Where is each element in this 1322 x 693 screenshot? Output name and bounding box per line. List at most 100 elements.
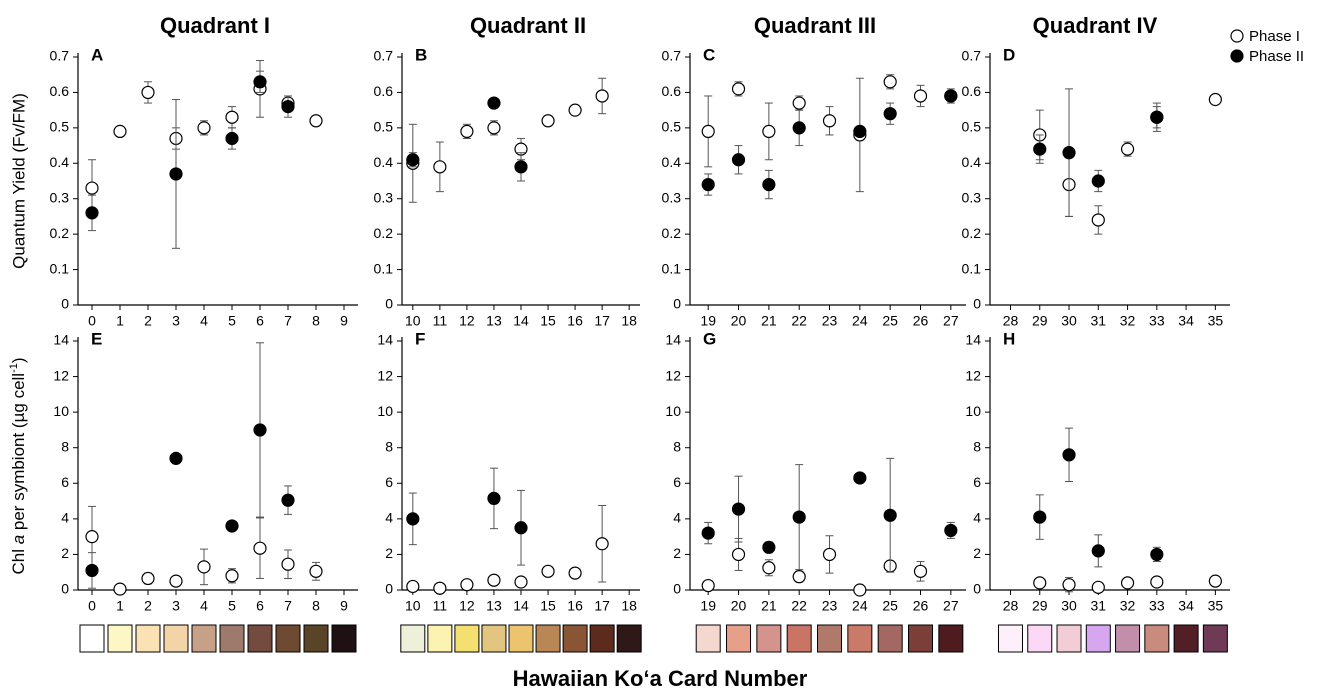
data-point: [433, 581, 447, 595]
y-tick-label: 0.3: [50, 189, 70, 205]
x-tick-label: 20: [731, 313, 747, 329]
x-tick-label: 16: [567, 598, 583, 614]
x-tick-label: 26: [913, 598, 929, 614]
y-tick-label: 0.4: [374, 154, 394, 170]
data-point: [487, 121, 501, 135]
data-point: [1091, 580, 1105, 594]
y-tick-label: 0.5: [962, 119, 982, 135]
x-tick-label: 24: [852, 598, 868, 614]
data-point: [568, 566, 582, 580]
color-swatch: [1027, 624, 1053, 653]
color-swatch: [616, 624, 642, 653]
panel-label: D: [1003, 45, 1015, 64]
y-tick-label: 4: [61, 510, 69, 526]
x-tick-label: 22: [791, 313, 807, 329]
column-title: Quadrant II: [470, 13, 586, 38]
data-point: [541, 114, 555, 128]
data-point: [514, 575, 528, 589]
data-point: [762, 177, 776, 192]
y-tick-label: 0: [61, 296, 69, 312]
data-point: [197, 121, 211, 135]
x-tick-label: 0: [88, 313, 96, 329]
y-tick-label: 0.6: [374, 83, 394, 99]
data-point: [281, 493, 295, 507]
data-point: [141, 571, 155, 586]
y-tick-label: 6: [385, 474, 393, 490]
x-tick-label: 27: [943, 313, 959, 329]
y-tick-label: 0.1: [962, 260, 982, 276]
x-tick-label: 31: [1091, 598, 1107, 614]
x-tick-label: 12: [459, 598, 475, 614]
x-tick-label: 8: [312, 313, 320, 329]
color-swatch: [938, 624, 964, 653]
x-tick-label: 5: [228, 313, 236, 329]
y-tick-label: 0.6: [662, 83, 682, 99]
y-tick-label: 0.5: [50, 119, 70, 135]
x-tick-label: 26: [913, 313, 929, 329]
y-tick-label: 4: [673, 510, 681, 526]
color-swatch: [1173, 624, 1199, 653]
x-tick-label: 28: [1003, 313, 1019, 329]
y-tick-label: 2: [673, 545, 681, 561]
x-tick-label: 33: [1149, 313, 1165, 329]
data-point: [1062, 578, 1076, 592]
x-tick-label: 30: [1061, 598, 1077, 614]
data-point: [406, 512, 420, 526]
y-tick-label: 0.4: [50, 154, 70, 170]
color-swatch: [726, 624, 752, 653]
y-tick-label: 0: [673, 581, 681, 597]
data-point: [460, 578, 474, 592]
label-part: Chl: [9, 544, 28, 574]
color-swatch: [535, 624, 561, 653]
y-tick-label: 0.2: [962, 225, 982, 241]
x-tick-label: 5: [228, 598, 236, 614]
data-point: [85, 563, 99, 578]
y-tick-label: 8: [61, 438, 69, 454]
x-tick-label: 6: [256, 313, 264, 329]
x-tick-label: 17: [594, 598, 610, 614]
y-tick-label: 14: [53, 332, 69, 348]
y-tick-label: 0: [673, 296, 681, 312]
y-tick-label: 8: [673, 438, 681, 454]
y-axis-label: Quantum Yield (Fv/FM): [9, 93, 28, 269]
data-point: [169, 167, 183, 181]
x-tick-label: 29: [1032, 598, 1048, 614]
color-swatch: [877, 624, 903, 653]
y-axis-label: Chl a per symbiont (µg cell-1): [8, 357, 29, 574]
data-point: [822, 547, 837, 562]
color-swatch: [79, 624, 105, 653]
data-point: [762, 124, 776, 138]
data-point: [487, 491, 501, 506]
x-tick-label: 18: [621, 598, 637, 614]
y-tick-label: 10: [965, 403, 981, 419]
y-tick-label: 10: [53, 403, 69, 419]
data-point: [595, 89, 609, 103]
data-point: [169, 574, 183, 588]
y-tick-label: 0.7: [374, 48, 394, 64]
data-point: [309, 114, 323, 128]
x-tick-label: 7: [284, 598, 292, 614]
y-tick-label: 12: [665, 367, 681, 383]
x-tick-label: 12: [459, 313, 475, 329]
x-tick-label: 20: [731, 598, 747, 614]
color-swatch: [219, 624, 245, 653]
data-point: [253, 423, 267, 437]
data-point: [85, 206, 99, 220]
y-tick-label: 0.7: [50, 48, 70, 64]
y-tick-label: 0: [385, 296, 393, 312]
data-point: [1091, 544, 1105, 558]
panel-label: B: [415, 45, 427, 64]
x-tick-label: 35: [1208, 598, 1224, 614]
data-point: [1033, 576, 1047, 590]
y-tick-label: 4: [385, 510, 393, 526]
color-swatch: [1115, 624, 1141, 653]
data-point: [568, 103, 582, 117]
color-swatch: [331, 624, 357, 653]
color-swatch: [454, 624, 480, 653]
x-tick-label: 17: [594, 313, 610, 329]
x-tick-label: 6: [256, 598, 264, 614]
color-swatch: [589, 624, 615, 653]
data-point: [792, 121, 806, 135]
y-tick-label: 0: [61, 581, 69, 597]
